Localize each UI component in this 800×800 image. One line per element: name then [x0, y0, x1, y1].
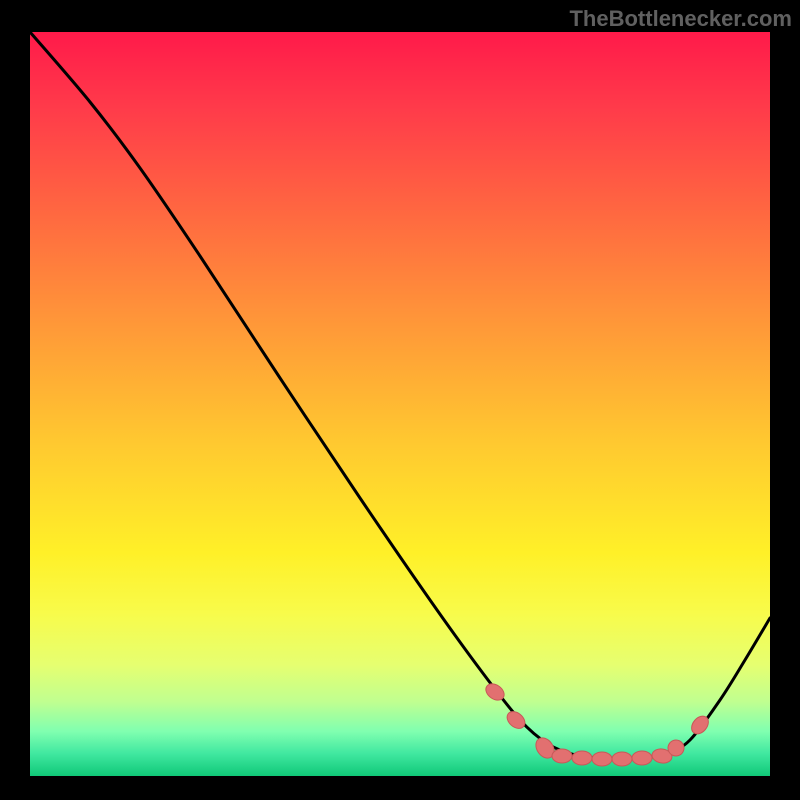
- plot-background: [30, 32, 770, 776]
- curve-marker: [592, 752, 612, 766]
- watermark-text: TheBottlenecker.com: [569, 6, 792, 32]
- curve-marker: [552, 749, 572, 763]
- curve-marker: [612, 752, 632, 766]
- curve-marker: [632, 751, 652, 765]
- chart-container: TheBottlenecker.com: [0, 0, 800, 800]
- curve-marker: [572, 751, 592, 765]
- chart-svg: [0, 0, 800, 800]
